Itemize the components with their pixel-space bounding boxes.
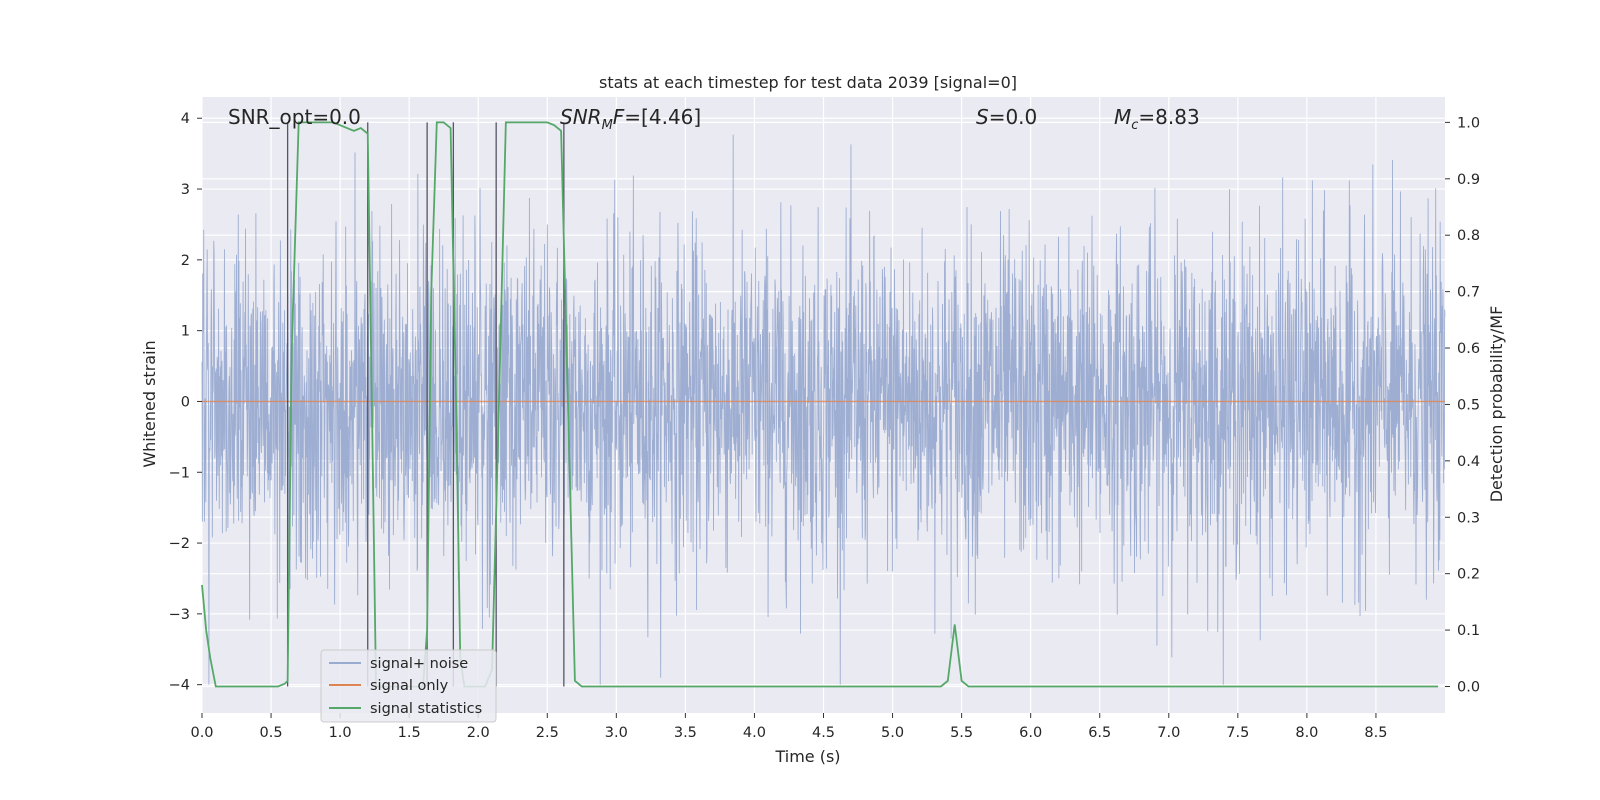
y2-tick-label: 0.7 <box>1457 285 1480 301</box>
y2-tick-label: 0.1 <box>1457 623 1480 639</box>
y2-tick-label: 0.0 <box>1457 679 1480 695</box>
y-tick-label: −3 <box>169 607 190 623</box>
y-axis-label: Whitened strain <box>140 340 159 467</box>
y-tick-label: 3 <box>181 182 190 198</box>
noise-trace <box>201 134 1446 685</box>
legend: signal+ noise signal only signal statist… <box>320 649 497 723</box>
annotation-snr-mf: SNRMF=[4.46] <box>560 105 701 133</box>
x-tick-label: 6.0 <box>1019 725 1042 741</box>
y-tick-label: 4 <box>181 111 190 127</box>
y-tick-label: 2 <box>181 253 190 269</box>
x-tick-label: 0.5 <box>260 725 283 741</box>
statistics-line <box>201 121 1439 688</box>
y2-tick-label: 0.3 <box>1457 510 1480 526</box>
y-tick-label: 0 <box>181 394 190 410</box>
y2-tick-label: 0.6 <box>1457 341 1480 357</box>
y-tick-label: −2 <box>169 536 190 552</box>
y-tick-label: −1 <box>169 465 190 481</box>
x-tick-label: 0.0 <box>190 725 213 741</box>
x-tick-label: 3.5 <box>674 725 697 741</box>
y2-tick-label: 0.9 <box>1457 172 1480 188</box>
y2-axis-label: Detection probability/MF <box>1487 306 1506 503</box>
x-axis: 0.0 0.5 1.0 1.5 2.0 2.5 3.0 3.5 4.0 4.5 5.0 5.5 6.0 6… <box>190 713 1387 741</box>
chart-title: stats at each timestep for test data 203… <box>599 73 1017 92</box>
y2-tick-label: 1.0 <box>1457 115 1480 131</box>
x-tick-label: 7.0 <box>1157 725 1180 741</box>
legend-label-signal-only: signal only <box>370 678 449 694</box>
legend-box <box>320 649 497 723</box>
annotation-mc: Mc=8.83 <box>1114 105 1200 133</box>
x-tick-label: 2.5 <box>536 725 559 741</box>
x-tick-label: 8.5 <box>1364 725 1387 741</box>
x-tick-label: 4.5 <box>812 725 835 741</box>
series-signal-noise <box>201 134 1446 685</box>
x-tick-label: 7.5 <box>1226 725 1249 741</box>
annotation-s: S=0.0 <box>976 105 1037 129</box>
y2-tick-label: 0.8 <box>1457 228 1480 244</box>
x-tick-label: 6.5 <box>1088 725 1111 741</box>
legend-label-signal-noise: signal+ noise <box>370 656 468 672</box>
y-tick-label: 1 <box>181 324 190 340</box>
x-tick-label: 5.5 <box>950 725 973 741</box>
x-tick-label: 5.0 <box>881 725 904 741</box>
y2-tick-label: 0.4 <box>1457 454 1480 470</box>
series-signal-statistics <box>201 121 1439 688</box>
annotation-snr-opt: SNR_opt=0.0 <box>228 105 361 129</box>
x-axis-label: Time (s) <box>774 747 840 766</box>
x-tick-label: 8.0 <box>1295 725 1318 741</box>
y2-tick-label: 0.5 <box>1457 397 1480 413</box>
x-tick-label: 1.0 <box>329 725 352 741</box>
y2-tick-label: 0.2 <box>1457 567 1480 583</box>
y-axis-left: 4 3 2 1 0 −1 −2 −3 −4 <box>169 111 202 694</box>
y-tick-label: −4 <box>169 678 190 694</box>
legend-label-signal-statistics: signal statistics <box>370 701 482 717</box>
x-tick-label: 3.0 <box>605 725 628 741</box>
x-tick-label: 4.0 <box>743 725 766 741</box>
x-tick-label: 2.0 <box>467 725 490 741</box>
x-tick-label: 1.5 <box>398 725 421 741</box>
y-axis-right: 1.0 0.9 0.8 0.7 0.6 0.5 0.4 0.3 0.2 0.1 0.0 <box>1445 115 1480 695</box>
